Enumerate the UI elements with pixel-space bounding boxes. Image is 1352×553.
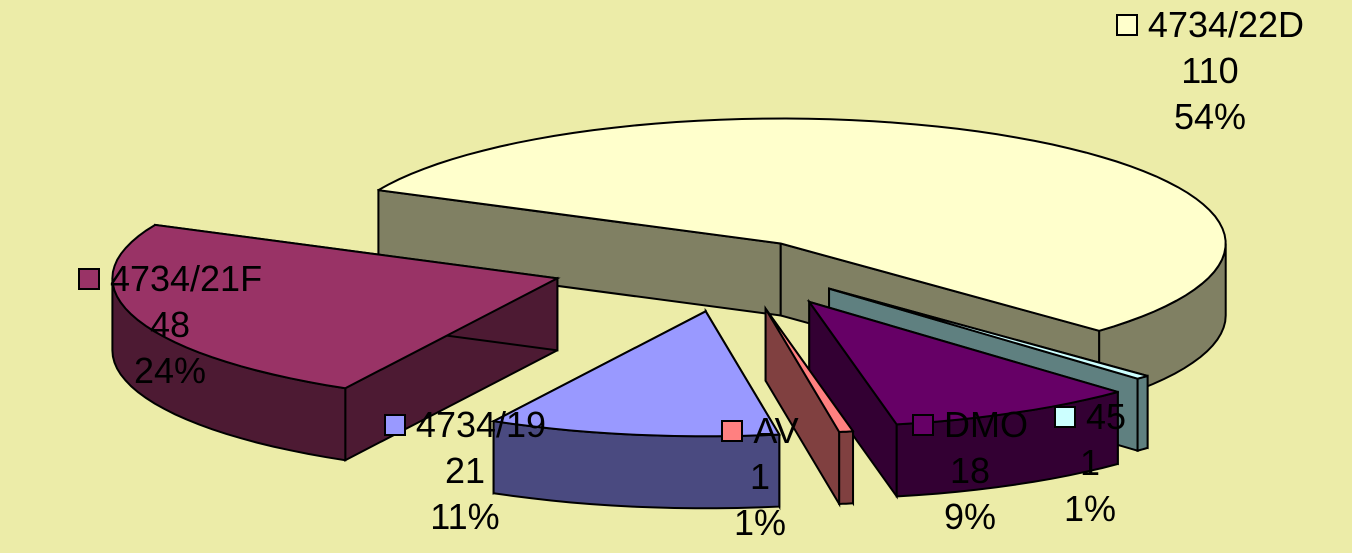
pie-slice-4734-19 — [490, 307, 781, 511]
label-category: DMO — [944, 404, 1028, 445]
slice-label-av: AV 1 1% — [685, 408, 835, 546]
slice-label-dmo: DMO 18 9% — [885, 402, 1055, 540]
label-category: 4734/21F — [109, 258, 263, 299]
pie-slice-dmo — [806, 298, 1119, 500]
pie-slice-av — [764, 305, 855, 508]
legend-swatch-dmo — [912, 414, 934, 436]
label-category: 45 — [1085, 396, 1127, 437]
label-percent: 1% — [1063, 488, 1117, 529]
label-category: AV — [753, 410, 799, 451]
legend-swatch-4734-21f — [77, 268, 100, 290]
label-value: 21 — [444, 450, 486, 491]
label-percent: 1% — [733, 502, 787, 543]
label-value: 1 — [749, 456, 771, 497]
label-value: 18 — [949, 450, 991, 491]
slice-label-45: 45 1 1% — [1025, 394, 1155, 532]
label-value: 1 — [1079, 442, 1101, 483]
label-percent: 11% — [430, 496, 500, 537]
slice-label-4734-22d: 4734/22D 110 54% — [1070, 2, 1350, 140]
label-percent: 9% — [943, 496, 997, 537]
label-category: 4734/22D — [1147, 4, 1305, 45]
label-percent: 54% — [1173, 96, 1247, 137]
label-value: 110 — [1181, 50, 1239, 91]
label-percent: 24% — [133, 350, 207, 391]
label-category: 4734/19 — [415, 404, 547, 445]
label-value: 48 — [149, 304, 191, 345]
legend-swatch-4734-22d — [1115, 14, 1138, 36]
slice-label-4734-19: 4734/19 21 11% — [340, 402, 590, 540]
slice-label-4734-21f: 4734/21F 48 24% — [10, 256, 330, 394]
legend-swatch-45 — [1053, 406, 1076, 428]
legend-swatch-av — [721, 420, 744, 442]
legend-swatch-4734-19 — [383, 414, 406, 436]
